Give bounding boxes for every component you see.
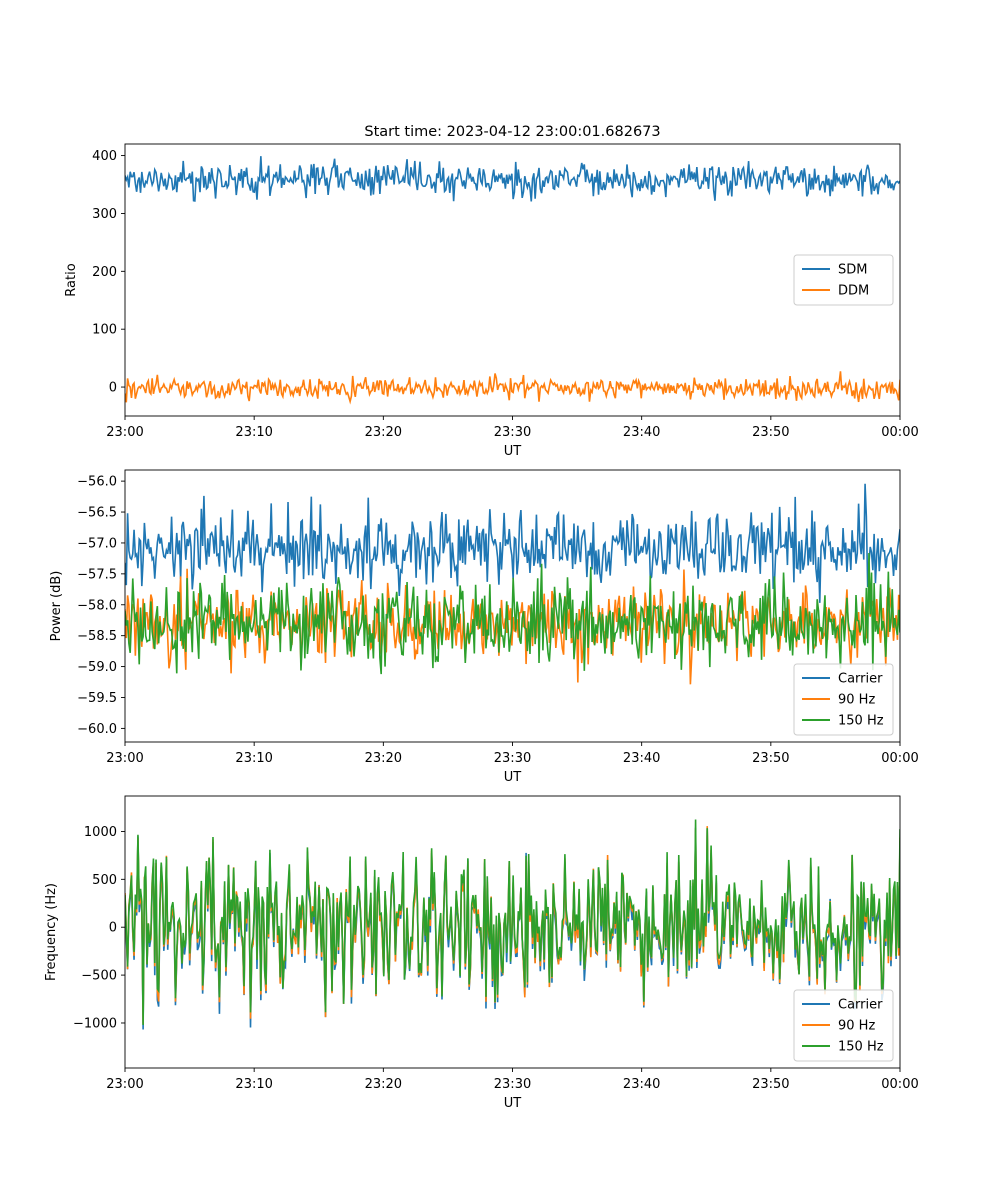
legend: SDM DDM <box>793 254 894 306</box>
legend: Carrier 90 Hz 150 Hz <box>793 663 894 736</box>
legend-label: Carrier <box>838 998 883 1013</box>
x-tick-label: 23:30 <box>494 1077 531 1092</box>
legend-label: 150 Hz <box>838 1040 884 1055</box>
x-tick-label: 23:10 <box>235 1077 272 1092</box>
x-tick-label: 23:20 <box>365 425 402 440</box>
x-tick-label: 00:00 <box>881 425 918 440</box>
legend-label: SDM <box>838 263 867 278</box>
legend-box <box>793 254 894 306</box>
x-tick-label: 23:50 <box>752 425 789 440</box>
y-axis-label: Frequency (Hz) <box>44 883 59 981</box>
y-tick-label: 300 <box>92 207 117 222</box>
x-tick-label: 23:50 <box>752 1077 789 1092</box>
y-tick-label: −58.5 <box>77 629 117 644</box>
y-tick-label: −59.0 <box>77 660 117 675</box>
y-tick-label: 1000 <box>84 825 117 840</box>
series-line-150-hz <box>125 819 900 1026</box>
legend-label: 90 Hz <box>838 1019 875 1034</box>
y-tick-label: −60.0 <box>77 722 117 737</box>
x-tick-label: 23:10 <box>235 425 272 440</box>
y-tick-label: −57.0 <box>77 536 117 551</box>
y-tick-label: 0 <box>109 921 117 936</box>
y-tick-label: −56.5 <box>77 506 117 521</box>
legend-label: 150 Hz <box>838 714 884 729</box>
y-tick-label: 0 <box>109 381 117 396</box>
y-tick-label: −57.5 <box>77 567 117 582</box>
legend: Carrier 90 Hz 150 Hz <box>793 989 894 1062</box>
legend-label: DDM <box>838 284 869 299</box>
y-tick-label: −59.5 <box>77 691 117 706</box>
x-axis-label: UT <box>504 770 522 785</box>
subplot-3: 23:00 23:10 23:20 23:30 23:40 23:50 00:00 1000 5… <box>44 795 919 1111</box>
x-tick-label: 23:40 <box>623 751 660 766</box>
x-tick-label: 00:00 <box>881 1077 918 1092</box>
x-tick-label: 23:00 <box>106 1077 143 1092</box>
x-tick-label: 23:40 <box>623 425 660 440</box>
y-tick-label: −500 <box>81 969 117 984</box>
x-tick-label: 23:20 <box>365 751 402 766</box>
series-line-ddm <box>125 371 900 405</box>
x-tick-label: 23:50 <box>752 751 789 766</box>
x-tick-label: 23:30 <box>494 751 531 766</box>
y-tick-label: −58.0 <box>77 598 117 613</box>
x-tick-label: 23:00 <box>106 425 143 440</box>
series-line-sdm <box>125 156 900 202</box>
x-axis-label: UT <box>504 1096 522 1111</box>
x-axis-label: UT <box>504 444 522 459</box>
x-tick-label: 23:40 <box>623 1077 660 1092</box>
legend-label: Carrier <box>838 672 883 687</box>
figure-title: Start time: 2023-04-12 23:00:01.682673 <box>364 124 660 140</box>
series-line-150-hz <box>125 553 900 675</box>
y-axis-label: Power (dB) <box>49 571 64 642</box>
x-tick-label: 23:10 <box>235 751 272 766</box>
y-tick-label: 200 <box>92 265 117 280</box>
y-tick-label: 500 <box>92 873 117 888</box>
y-tick-label: 100 <box>92 323 117 338</box>
legend-box <box>793 663 894 736</box>
y-tick-label: 400 <box>92 149 117 164</box>
x-tick-label: 23:20 <box>365 1077 402 1092</box>
axes-root: 23:00 23:10 23:20 23:30 23:40 23:50 00:00 0 100 2… <box>44 143 919 1111</box>
legend-box <box>793 989 894 1062</box>
x-tick-label: 23:00 <box>106 751 143 766</box>
subplot-1: 23:00 23:10 23:20 23:30 23:40 23:50 00:00 0 100 2… <box>64 143 919 459</box>
x-tick-label: 23:30 <box>494 425 531 440</box>
x-tick-label: 00:00 <box>881 751 918 766</box>
legend-label: 90 Hz <box>838 693 875 708</box>
y-tick-label: −56.0 <box>77 475 117 490</box>
series-line-carrier <box>125 483 900 603</box>
subplot-2: 23:00 23:10 23:20 23:30 23:40 23:50 00:00 −56.0… <box>49 469 919 785</box>
y-axis-label: Ratio <box>64 263 79 296</box>
y-tick-label: −1000 <box>73 1016 117 1031</box>
